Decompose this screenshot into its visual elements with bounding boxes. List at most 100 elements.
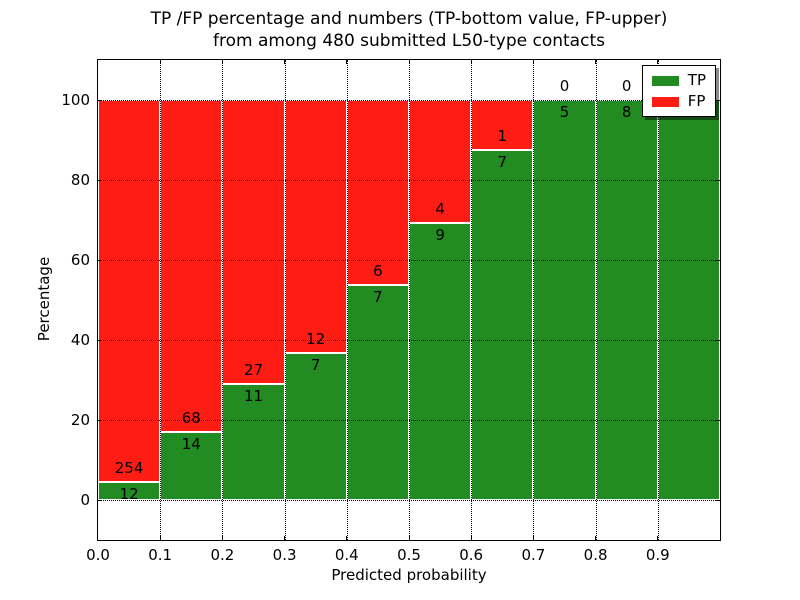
ytick-left-0 — [98, 499, 102, 501]
gridline-x-0.3 — [284, 60, 286, 540]
bar-3-tp-count: 7 — [310, 355, 321, 374]
bar-5-tp-segment — [409, 223, 472, 500]
gridline-x-0.7 — [533, 60, 535, 540]
bar-3-fp-count: 12 — [306, 329, 326, 348]
ytick-left-20 — [98, 419, 102, 421]
ytick-label-20: 20 — [70, 411, 90, 429]
xtick-top-0.5 — [408, 60, 410, 64]
xtick-bottom-0.9 — [657, 536, 659, 540]
ytick-left-80 — [98, 179, 102, 181]
bar-2-fp-count: 27 — [243, 361, 264, 380]
bar-6-tp-count: 7 — [497, 153, 508, 171]
xtick-label-0.1: 0.1 — [148, 546, 173, 564]
x-axis-label: Predicted probability — [331, 566, 487, 584]
xtick-top-0.9 — [657, 60, 659, 64]
xtick-top-0.3 — [284, 60, 286, 64]
bar-8-tp-segment — [595, 100, 658, 500]
legend-entry-tp: TP — [651, 71, 706, 89]
xtick-top-0.2 — [221, 60, 223, 64]
bar-1-fp-count: 68 — [181, 408, 201, 427]
bar-0-tp-segment — [98, 481, 161, 500]
bar-4-fp-count: 6 — [373, 261, 383, 280]
legend-swatch-fp-icon — [651, 96, 679, 107]
ytick-right-60 — [716, 259, 720, 261]
legend: TP FP — [641, 65, 716, 117]
xtick-label-0.3: 0.3 — [272, 546, 297, 564]
xtick-label-0.4: 0.4 — [334, 546, 359, 564]
ytick-right-100 — [716, 99, 720, 101]
ytick-right-40 — [716, 339, 720, 341]
bar-7-tp-count: 5 — [559, 103, 570, 121]
bar-2-fp-segment — [222, 100, 285, 385]
gridline-x-0.1 — [160, 60, 162, 540]
xtick-bottom-0.5 — [408, 536, 410, 540]
bar-7-tp-segment — [533, 100, 596, 500]
xtick-bottom-0.7 — [532, 536, 534, 540]
y-axis-label: Percentage — [35, 256, 53, 342]
ytick-label-40: 40 — [70, 331, 90, 349]
bar-1-tp-count: 14 — [181, 434, 201, 453]
xtick-label-0.9: 0.9 — [645, 546, 670, 564]
xtick-bottom-0.1 — [159, 536, 161, 540]
ytick-left-100 — [98, 99, 102, 101]
ytick-label-80: 80 — [70, 171, 90, 189]
gridline-x-0.5 — [409, 60, 410, 540]
legend-label-tp: TP — [687, 71, 706, 89]
gridline-x-0.2 — [222, 60, 224, 540]
bar-1-fp-segment — [160, 100, 223, 432]
bar-4-tp-count: 7 — [373, 287, 383, 306]
bar-5-fp-count: 4 — [435, 200, 445, 219]
bar-6-fp-count: 1 — [497, 127, 508, 145]
plot-area: TP FP 25412681427111276749170508028 — [97, 59, 721, 541]
ytick-label-100: 100 — [61, 91, 90, 109]
bar-0-fp-count: 254 — [114, 458, 144, 477]
legend-entry-fp: FP — [651, 93, 706, 110]
bar-3-fp-segment — [284, 100, 347, 353]
ytick-right-0 — [716, 499, 720, 501]
gridline-x-0.9 — [657, 60, 659, 540]
gridline-x-0.8 — [595, 60, 597, 540]
xtick-top-0.7 — [532, 60, 534, 64]
xtick-bottom-0.8 — [595, 536, 597, 540]
bar-9-tp-segment — [657, 100, 720, 500]
bar-5-fp-segment — [409, 100, 472, 224]
bar-5-tp-count: 9 — [435, 226, 445, 245]
ytick-left-40 — [98, 339, 102, 341]
ytick-label-0: 0 — [80, 491, 90, 509]
xtick-bottom-0.3 — [284, 536, 286, 540]
chart-title-line-1: TP /FP percentage and numbers (TP-bottom… — [150, 9, 668, 29]
bar-4-tp-segment — [346, 284, 409, 500]
gridline-x-0.6 — [471, 60, 473, 540]
gridline-x-0.4 — [346, 60, 348, 540]
xtick-bottom-0.6 — [470, 536, 472, 540]
xtick-label-0.8: 0.8 — [583, 546, 608, 564]
ytick-left-60 — [98, 259, 102, 261]
xtick-top-0.4 — [346, 60, 348, 64]
ytick-label-60: 60 — [70, 251, 90, 269]
xtick-bottom-0.4 — [346, 536, 348, 540]
bar-8-fp-count: 0 — [621, 77, 632, 95]
ytick-right-20 — [716, 419, 720, 421]
bar-2-tp-segment — [222, 384, 285, 500]
bar-0-fp-segment — [98, 100, 161, 482]
xtick-label-0.2: 0.2 — [210, 546, 235, 564]
bar-3-tp-segment — [284, 352, 347, 500]
legend-swatch-tp-icon — [651, 75, 679, 86]
bar-1-tp-segment — [160, 431, 223, 500]
chart-title-line-2: from among 480 submitted L50-type contac… — [213, 31, 605, 51]
bar-8-tp-count: 8 — [621, 103, 632, 121]
xtick-label-0.6: 0.6 — [459, 546, 484, 564]
bar-6-tp-segment — [471, 150, 534, 500]
xtick-bottom-0.2 — [221, 536, 223, 540]
chart-title: TP /FP percentage and numbers (TP-bottom… — [9, 8, 800, 52]
xtick-top-0.8 — [595, 60, 597, 64]
bar-4-fp-segment — [346, 100, 409, 285]
xtick-label-0.5: 0.5 — [397, 546, 421, 564]
bar-7-fp-count: 0 — [559, 77, 570, 95]
xtick-label-0.0: 0.0 — [86, 546, 110, 564]
xtick-top-0.6 — [470, 60, 472, 64]
ytick-right-80 — [716, 179, 720, 181]
xtick-label-0.7: 0.7 — [521, 546, 546, 564]
xtick-top-0.1 — [159, 60, 161, 64]
